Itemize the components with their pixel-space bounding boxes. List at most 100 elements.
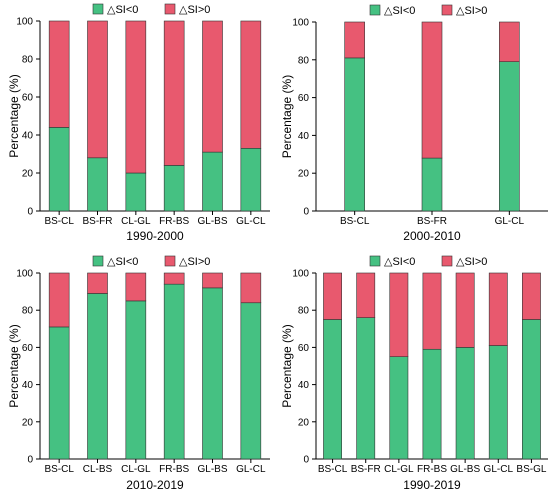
x-tick-label: GL-CL	[484, 464, 514, 475]
chart-panel: 0 20 40 60 80 100 Percentage (%) BS-CL BS-FR GL-C…	[280, 4, 548, 243]
bar-segment-positive	[125, 20, 147, 174]
x-tick-label: BS-CL	[318, 464, 348, 475]
x-tick-label: GL-CL	[236, 216, 266, 227]
bar-segment-negative	[356, 317, 376, 460]
bar-segment-positive	[240, 272, 262, 304]
y-tick-label: 100	[16, 17, 33, 28]
x-tick-label: BS-FR	[417, 216, 447, 227]
legend: △SI<0 △SI>0	[369, 255, 487, 268]
bar-segment-positive	[421, 21, 443, 159]
bar-segment-negative	[488, 345, 508, 460]
legend-swatch	[369, 255, 381, 267]
x-tick-label: GL-BS	[197, 464, 227, 475]
y-axis-label: Percentage (%)	[280, 324, 294, 407]
y-tick-label: 40	[22, 131, 34, 142]
y-tick-label: 60	[298, 343, 310, 354]
bar-segment-negative	[422, 348, 442, 460]
legend-label: △SI>0	[179, 256, 210, 268]
chart-title: 1990-2000	[126, 229, 184, 243]
y-tick-label: 20	[22, 417, 34, 428]
y-tick-label: 60	[298, 93, 310, 104]
legend-label: △SI<0	[107, 256, 138, 268]
bar-segment-negative	[202, 151, 223, 212]
y-tick-label: 80	[298, 306, 310, 317]
bar-segment-positive	[202, 272, 223, 289]
bar-segment-positive	[422, 272, 442, 350]
bar-segment-positive	[488, 272, 508, 346]
bar-segment-positive	[87, 20, 108, 159]
y-tick-label: 20	[298, 169, 310, 180]
legend-swatch	[164, 255, 176, 267]
bar-segment-negative	[87, 293, 108, 460]
y-tick-label: 80	[22, 306, 34, 317]
bar-segment-positive	[344, 21, 365, 59]
x-tick-label: GL-CL	[236, 464, 266, 475]
bar-segment-positive	[323, 272, 342, 320]
bar-segment-positive	[389, 272, 409, 357]
bar-segment-positive	[163, 272, 185, 285]
chart-title: 2000-2010	[403, 229, 461, 243]
x-tick-label: CL-GL	[121, 464, 151, 475]
y-tick-label: 40	[298, 380, 310, 391]
legend-swatch	[441, 4, 453, 16]
legend-swatch	[441, 255, 453, 267]
x-tick-label: FR-BS	[159, 464, 189, 475]
chart-panel: 0 20 40 60 80 100 Percentage (%) BS-CL BS-FR CL-G…	[280, 255, 548, 492]
legend-swatch	[92, 3, 104, 15]
bar-segment-negative	[48, 127, 70, 212]
legend: △SI<0 △SI>0	[92, 255, 210, 268]
x-tick-label: CL-GL	[384, 464, 414, 475]
legend: △SI<0 △SI>0	[369, 4, 487, 17]
y-tick-label: 0	[27, 207, 33, 218]
y-tick-label: 100	[16, 269, 33, 280]
x-tick-label: FR-BS	[159, 216, 189, 227]
y-tick-label: 80	[22, 55, 34, 66]
x-tick-label: BS-CL	[44, 464, 74, 475]
legend-label: △SI>0	[456, 5, 487, 17]
bar-segment-positive	[455, 272, 475, 348]
x-tick-label: BS-CL	[44, 216, 74, 227]
x-tick-label: GL-CL	[495, 216, 525, 227]
bar-segment-negative	[125, 300, 147, 460]
bar-segment-negative	[202, 287, 223, 460]
bar-segment-negative	[344, 57, 365, 212]
bar-segment-negative	[87, 157, 108, 212]
x-tick-label: BS-FR	[351, 464, 381, 475]
y-tick-label: 60	[22, 93, 34, 104]
bar-segment-negative	[323, 319, 342, 460]
y-tick-label: 20	[298, 417, 310, 428]
x-tick-label: CL-GL	[121, 216, 151, 227]
legend-label: △SI>0	[179, 4, 210, 16]
bar-segment-negative	[499, 61, 520, 212]
bar-segment-negative	[389, 356, 409, 460]
bar-segment-positive	[163, 20, 185, 166]
bar-segment-negative	[455, 347, 475, 460]
bar-segment-negative	[125, 172, 147, 212]
bar-segment-negative	[163, 165, 185, 212]
bar-segment-positive	[125, 272, 147, 302]
y-tick-label: 100	[292, 18, 309, 29]
x-tick-label: CL-BS	[83, 464, 113, 475]
bar-segment-negative	[522, 319, 541, 460]
x-tick-label: BS-CL	[340, 216, 370, 227]
bar-segment-positive	[202, 20, 223, 153]
y-tick-label: 60	[22, 343, 34, 354]
bar-segment-negative	[240, 148, 262, 212]
bar-segment-positive	[48, 272, 70, 328]
bar-segment-positive	[87, 272, 108, 294]
y-tick-label: 0	[303, 455, 309, 466]
bar-segment-positive	[499, 21, 520, 62]
y-tick-label: 20	[22, 169, 34, 180]
x-tick-label: GL-BS	[197, 216, 227, 227]
legend-swatch	[369, 4, 381, 16]
legend: △SI<0 △SI>0	[92, 3, 210, 16]
y-tick-label: 40	[298, 131, 310, 142]
legend-swatch	[92, 255, 104, 267]
x-tick-label: GL-BS	[450, 464, 480, 475]
bar-segment-positive	[356, 272, 376, 318]
legend-label: △SI>0	[456, 256, 487, 268]
y-tick-label: 100	[292, 269, 309, 280]
legend-swatch	[164, 3, 176, 15]
